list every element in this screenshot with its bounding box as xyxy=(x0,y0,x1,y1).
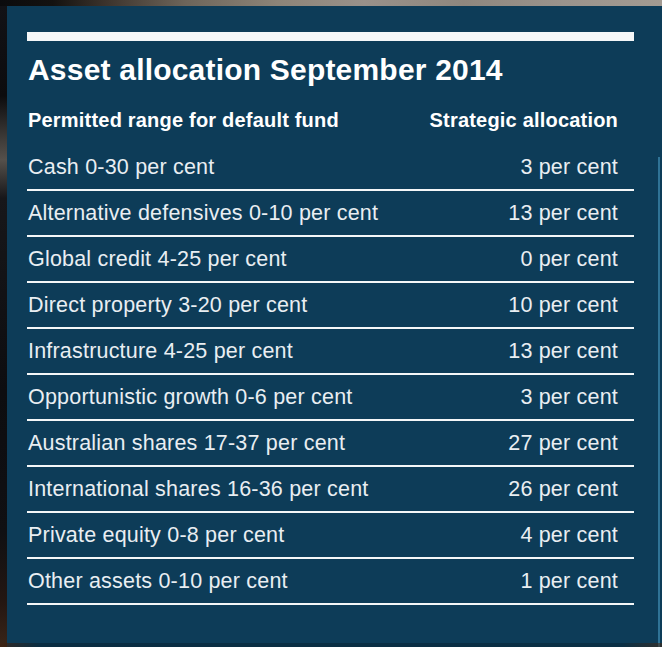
table-row: Other assets 0-10 per cent 1 per cent xyxy=(27,559,634,605)
asset-range-cell: Direct property 3-20 per cent xyxy=(27,293,307,318)
factsheet-page: Asset allocation September 2014 Permitte… xyxy=(0,0,662,647)
table-row: Global credit 4-25 per cent 0 per cent xyxy=(27,237,634,283)
title-accent-bar xyxy=(27,32,634,41)
asset-range-cell: Alternative defensives 0-10 per cent xyxy=(27,201,378,226)
allocation-value-cell: 26 per cent xyxy=(508,477,634,502)
table-row: Cash 0-30 per cent 3 per cent xyxy=(27,145,634,191)
table-row: Opportunistic growth 0-6 per cent 3 per … xyxy=(27,375,634,421)
table-header-row: Permitted range for default fund Strateg… xyxy=(27,109,634,132)
table-row: Direct property 3-20 per cent 10 per cen… xyxy=(27,283,634,329)
column-header-strategic-allocation: Strategic allocation xyxy=(430,109,635,132)
asset-range-cell: Infrastructure 4-25 per cent xyxy=(27,339,293,364)
table-row: International shares 16-36 per cent 26 p… xyxy=(27,467,634,513)
allocation-value-cell: 13 per cent xyxy=(508,339,634,364)
table-row: Private equity 0-8 per cent 4 per cent xyxy=(27,513,634,559)
asset-range-cell: Opportunistic growth 0-6 per cent xyxy=(27,385,352,410)
allocation-value-cell: 13 per cent xyxy=(508,201,634,226)
table-row: Alternative defensives 0-10 per cent 13 … xyxy=(27,191,634,237)
page-edge-left-shadow xyxy=(0,6,7,647)
allocation-value-cell: 10 per cent xyxy=(508,293,634,318)
asset-range-cell: Other assets 0-10 per cent xyxy=(27,569,288,594)
asset-range-cell: Private equity 0-8 per cent xyxy=(27,523,284,548)
table-title: Asset allocation September 2014 xyxy=(28,52,628,88)
page-edge-right-highlight xyxy=(658,157,660,647)
allocation-table: Cash 0-30 per cent 3 per cent Alternativ… xyxy=(27,145,634,605)
page-edge-bottom-shadow xyxy=(0,643,662,647)
asset-range-cell: International shares 16-36 per cent xyxy=(27,477,368,502)
allocation-value-cell: 1 per cent xyxy=(520,569,634,594)
allocation-value-cell: 0 per cent xyxy=(520,247,634,272)
column-header-permitted-range: Permitted range for default fund xyxy=(27,109,339,132)
allocation-value-cell: 27 per cent xyxy=(508,431,634,456)
photo-edge-top xyxy=(0,0,662,6)
allocation-value-cell: 3 per cent xyxy=(520,385,634,410)
asset-range-cell: Cash 0-30 per cent xyxy=(27,155,214,180)
allocation-value-cell: 4 per cent xyxy=(520,523,634,548)
asset-range-cell: Australian shares 17-37 per cent xyxy=(27,431,345,456)
table-row: Australian shares 17-37 per cent 27 per … xyxy=(27,421,634,467)
asset-range-cell: Global credit 4-25 per cent xyxy=(27,247,287,272)
table-row: Infrastructure 4-25 per cent 13 per cent xyxy=(27,329,634,375)
allocation-value-cell: 3 per cent xyxy=(520,155,634,180)
